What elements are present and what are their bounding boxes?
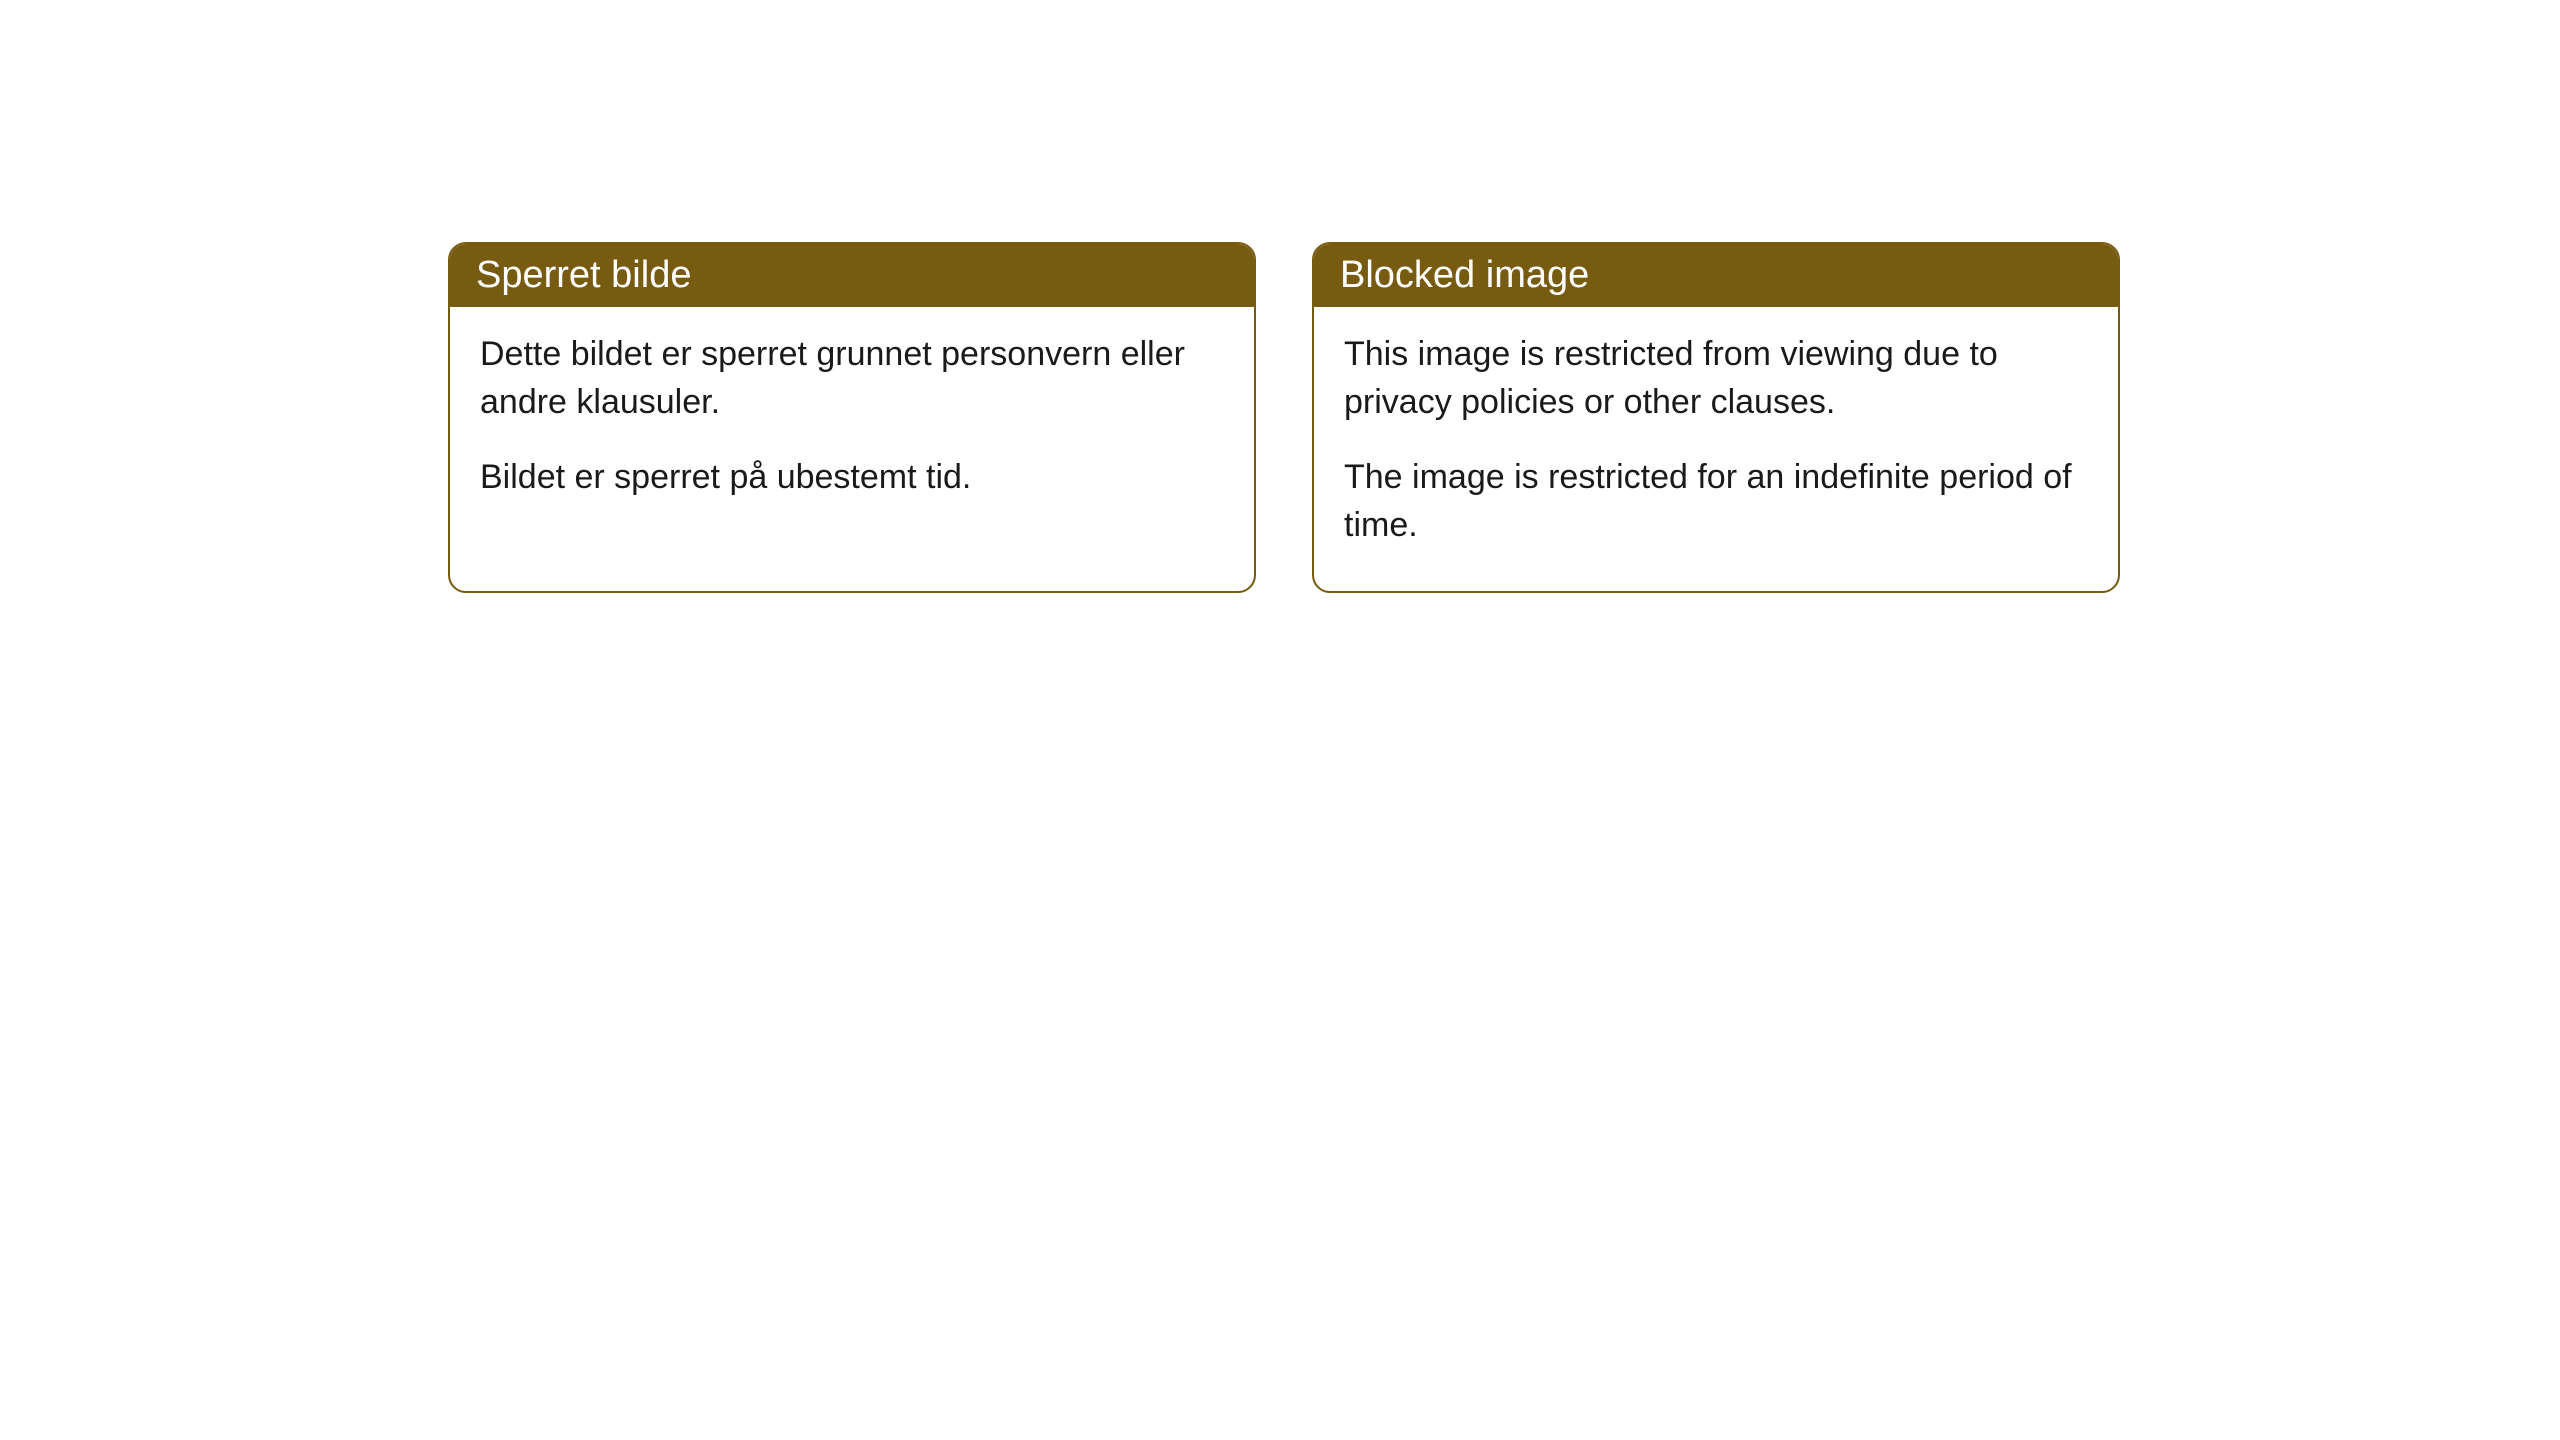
notice-header-norwegian: Sperret bilde [450, 244, 1254, 307]
notice-body-english: This image is restricted from viewing du… [1314, 307, 2118, 591]
notice-header-english: Blocked image [1314, 244, 2118, 307]
notice-paragraph: This image is restricted from viewing du… [1344, 331, 2088, 426]
notice-paragraph: Dette bildet er sperret grunnet personve… [480, 331, 1224, 426]
notice-container: Sperret bilde Dette bildet er sperret gr… [0, 0, 2560, 593]
notice-paragraph: Bildet er sperret på ubestemt tid. [480, 454, 1224, 502]
notice-body-norwegian: Dette bildet er sperret grunnet personve… [450, 307, 1254, 544]
notice-card-english: Blocked image This image is restricted f… [1312, 242, 2120, 593]
notice-card-norwegian: Sperret bilde Dette bildet er sperret gr… [448, 242, 1256, 593]
notice-paragraph: The image is restricted for an indefinit… [1344, 454, 2088, 549]
